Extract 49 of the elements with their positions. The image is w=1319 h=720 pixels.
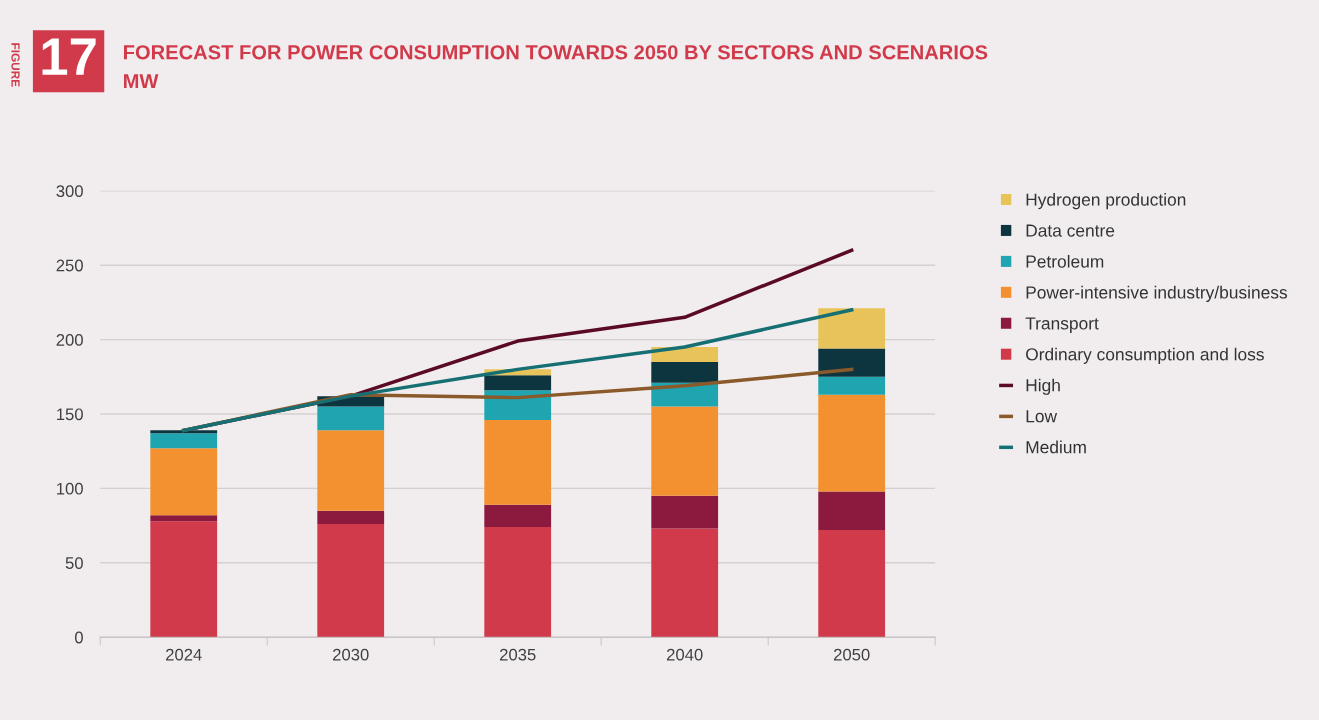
bar bbox=[818, 491, 886, 531]
legend-label: Data centre bbox=[1026, 224, 1115, 237]
text: FIGURE bbox=[11, 43, 20, 87]
bar bbox=[651, 495, 719, 529]
bar bbox=[484, 504, 552, 528]
bar bbox=[484, 375, 552, 391]
legend-label: Medium bbox=[1026, 440, 1086, 454]
y-tick-label: 0 bbox=[74, 631, 83, 644]
bar bbox=[818, 394, 886, 492]
bar bbox=[150, 430, 218, 434]
bar bbox=[484, 419, 552, 505]
bar bbox=[317, 510, 385, 525]
bar bbox=[150, 433, 218, 449]
bar bbox=[150, 521, 218, 638]
bar bbox=[818, 376, 886, 395]
text: 17 bbox=[42, 38, 96, 75]
legend-label: High bbox=[1026, 378, 1060, 395]
bar bbox=[317, 406, 385, 431]
bar bbox=[484, 527, 552, 638]
bar bbox=[818, 530, 886, 638]
x-tick-label: 2040 bbox=[666, 648, 703, 661]
bar bbox=[317, 524, 385, 638]
bar bbox=[150, 515, 218, 522]
line-series bbox=[182, 308, 854, 433]
x-tick-label: 2035 bbox=[500, 648, 536, 661]
legend-label: Ordinary consumption and loss bbox=[1026, 347, 1264, 364]
bar bbox=[150, 448, 218, 516]
y-tick-label: 150 bbox=[57, 408, 83, 421]
bar bbox=[317, 430, 385, 511]
bar bbox=[651, 361, 719, 383]
y-tick-label: 300 bbox=[56, 185, 83, 197]
legend-label: Transport bbox=[1025, 317, 1099, 333]
bar bbox=[818, 348, 886, 377]
bar bbox=[651, 406, 719, 496]
chart-title: FORECAST FOR POWER CONSUMPTION TOWARDS 2050 BY SECTORS AND SCENARIOS bbox=[124, 45, 988, 60]
legend-label: Hydrogen production bbox=[1026, 193, 1186, 210]
y-tick-label: 50 bbox=[65, 557, 83, 569]
x-tick-label: 2030 bbox=[333, 648, 369, 661]
y-tick-label: 200 bbox=[56, 334, 83, 346]
chart-subtitle: MW bbox=[124, 74, 159, 89]
legend-label: Power-intensive industry/business bbox=[1026, 285, 1288, 303]
y-tick-label: 250 bbox=[56, 259, 83, 272]
legend-label: Petroleum bbox=[1026, 254, 1104, 268]
bar bbox=[818, 308, 886, 349]
bar bbox=[651, 528, 719, 638]
y-tick-label: 100 bbox=[57, 482, 83, 495]
x-tick-label: 2024 bbox=[166, 648, 202, 661]
legend-label: Low bbox=[1026, 410, 1058, 423]
x-tick-label: 2050 bbox=[833, 648, 870, 661]
